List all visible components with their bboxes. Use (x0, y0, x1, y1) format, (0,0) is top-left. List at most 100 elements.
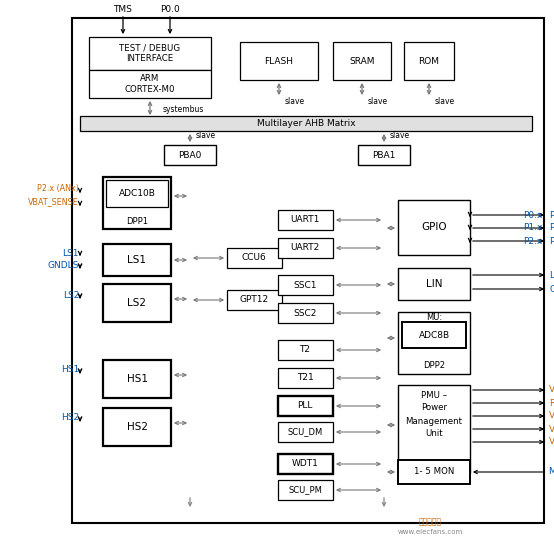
Bar (278, 480, 333, 500)
Text: HS2: HS2 (61, 413, 79, 423)
Text: VS: VS (549, 385, 554, 395)
Text: P2.x: P2.x (523, 237, 542, 245)
Text: SSC2: SSC2 (293, 308, 317, 317)
Bar (358, 145, 410, 165)
Text: P0.x: P0.x (549, 211, 554, 219)
Text: slave: slave (368, 96, 388, 106)
Text: www.elecfans.com: www.elecfans.com (397, 529, 463, 535)
Text: P2.x: P2.x (549, 237, 554, 245)
Text: P1.x: P1.x (549, 224, 554, 232)
Text: P0.x: P0.x (522, 211, 542, 219)
Bar (404, 42, 454, 80)
Text: T21: T21 (296, 374, 314, 383)
Text: SSC1: SSC1 (293, 280, 317, 289)
Text: LS1: LS1 (127, 255, 146, 265)
Text: P0.0: P0.0 (160, 5, 180, 15)
Text: GPT12: GPT12 (239, 295, 269, 305)
Text: MU:: MU: (426, 313, 442, 321)
Text: WDT1: WDT1 (291, 460, 319, 468)
Bar (106, 180, 168, 207)
Text: SCU_PM: SCU_PM (288, 486, 322, 494)
Bar (72, 18, 544, 523)
Bar (89, 37, 211, 70)
Text: slave: slave (390, 132, 410, 141)
Bar (80, 116, 532, 131)
Text: VDDC: VDDC (549, 438, 554, 446)
Text: LS1: LS1 (63, 248, 79, 258)
Text: DPP1: DPP1 (126, 218, 148, 226)
Bar (398, 385, 470, 473)
Bar (227, 248, 282, 268)
Text: GNDLIN: GNDLIN (549, 285, 554, 294)
Bar (278, 303, 333, 323)
Text: FLASH: FLASH (264, 57, 294, 66)
Text: ROM: ROM (418, 57, 439, 66)
Bar (333, 42, 391, 80)
Bar (103, 284, 171, 322)
Bar (164, 145, 216, 165)
Text: LS2: LS2 (127, 298, 146, 308)
Bar (278, 210, 333, 230)
Text: SRAM: SRAM (349, 57, 375, 66)
Text: slave: slave (196, 132, 216, 141)
Text: HS1: HS1 (61, 365, 79, 375)
Text: slave: slave (285, 96, 305, 106)
Text: SCU_DM: SCU_DM (288, 427, 322, 437)
Text: GNDLS: GNDLS (48, 260, 79, 270)
Text: systembus: systembus (163, 105, 204, 114)
Text: CCU6: CCU6 (242, 253, 266, 262)
Text: UART2: UART2 (290, 244, 320, 252)
Text: PBA0: PBA0 (178, 150, 202, 160)
Text: DPP2: DPP2 (423, 362, 445, 370)
Bar (278, 454, 333, 474)
Text: P2.x (ANx): P2.x (ANx) (37, 184, 79, 194)
Text: TMS: TMS (114, 5, 132, 15)
Bar (278, 368, 333, 388)
Bar (103, 177, 171, 229)
Text: LIN: LIN (426, 279, 442, 289)
Bar (278, 275, 333, 295)
Text: Multilayer AHB Matrix: Multilayer AHB Matrix (257, 119, 355, 128)
Text: PBA1: PBA1 (372, 150, 396, 160)
Text: 1- 5 MON: 1- 5 MON (414, 467, 454, 476)
Bar (402, 322, 466, 348)
Bar (103, 408, 171, 446)
Text: RESET: RESET (549, 398, 554, 407)
Bar (398, 312, 470, 374)
Bar (278, 396, 333, 416)
Text: PMU –: PMU – (421, 390, 447, 399)
Text: TEST / DEBUG
INTERFACE: TEST / DEBUG INTERFACE (120, 43, 181, 63)
Text: Management: Management (406, 417, 463, 425)
Text: LS2: LS2 (63, 291, 79, 300)
Text: ADC10B: ADC10B (119, 189, 156, 197)
Bar (89, 70, 211, 98)
Text: LIN: LIN (549, 271, 554, 280)
Bar (240, 42, 318, 80)
Text: Unit: Unit (425, 430, 443, 439)
Bar (103, 360, 171, 398)
Text: VBAT_SENSE: VBAT_SENSE (28, 197, 79, 206)
Bar (278, 238, 333, 258)
Text: T2: T2 (300, 345, 310, 355)
Bar (103, 244, 171, 276)
Text: 电子发烧友: 电子发烧友 (418, 517, 442, 527)
Text: P1.x: P1.x (522, 224, 542, 232)
Text: PLL: PLL (297, 402, 312, 411)
Bar (398, 268, 470, 300)
Text: ADC8B: ADC8B (418, 330, 449, 340)
Text: Power: Power (421, 404, 447, 412)
Bar (398, 460, 470, 484)
Text: HS1: HS1 (126, 374, 147, 384)
Text: ARM
CORTEX-M0: ARM CORTEX-M0 (125, 74, 175, 94)
Text: HS2: HS2 (126, 422, 147, 432)
Bar (278, 340, 333, 360)
Text: VDDEXT: VDDEXT (549, 411, 554, 420)
Bar (398, 200, 470, 255)
Bar (227, 290, 282, 310)
Text: UART1: UART1 (290, 216, 320, 225)
Bar (278, 422, 333, 442)
Text: slave: slave (435, 96, 455, 106)
Text: MON 1...5: MON 1...5 (549, 467, 554, 476)
Text: VDDP: VDDP (549, 425, 554, 433)
Text: GPIO: GPIO (421, 222, 447, 232)
